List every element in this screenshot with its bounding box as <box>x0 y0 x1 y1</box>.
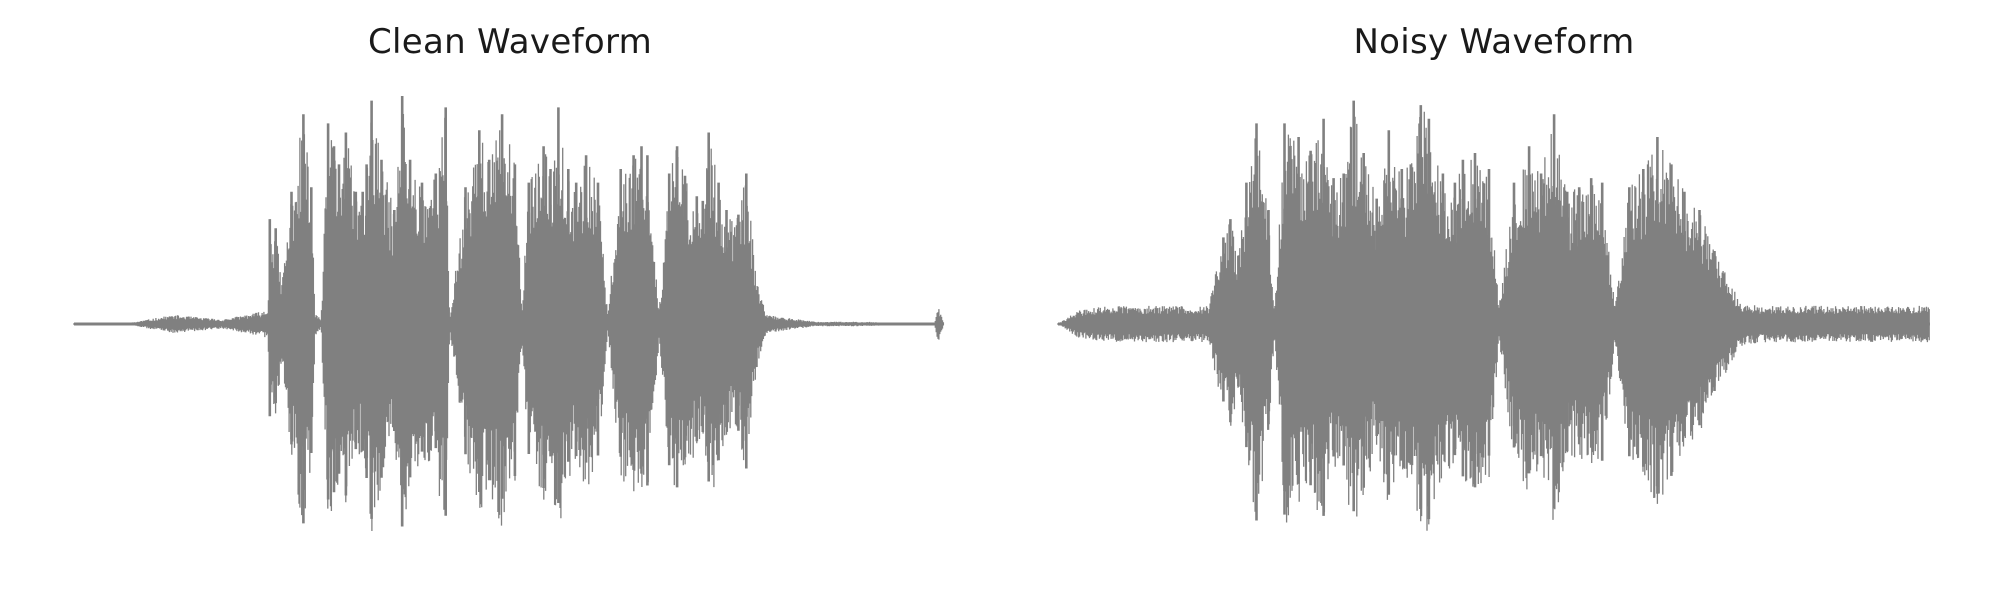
chart-title: Clean Waveform <box>367 22 653 62</box>
clean-waveform-plot <box>73 96 945 531</box>
clean-waveform-panel: Clean Waveform <box>73 22 945 531</box>
noisy-waveform-plot <box>1057 100 1930 531</box>
noisy-waveform-panel: Noisy Waveform <box>1000 0 2000 600</box>
waveform-series <box>1057 111 1930 531</box>
waveform-series <box>73 114 945 531</box>
chart-title: Noisy Waveform <box>1353 22 1635 62</box>
